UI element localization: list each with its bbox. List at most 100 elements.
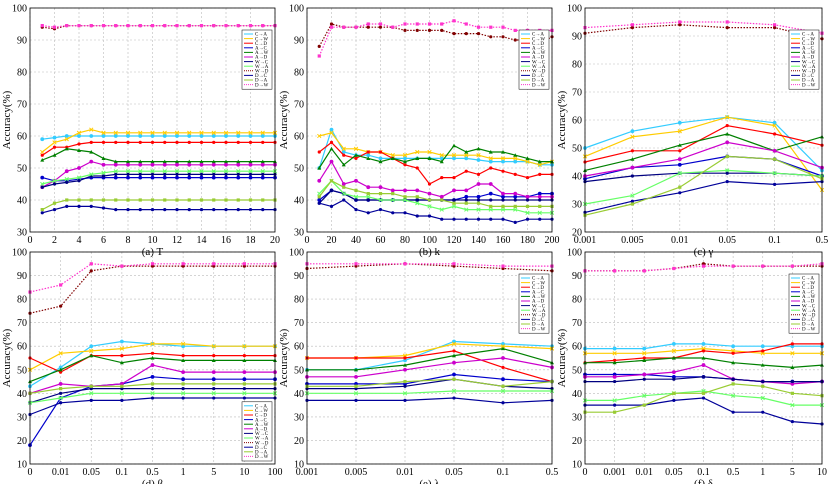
data-point-d-to-a bbox=[476, 201, 481, 205]
data-point-d-to-w bbox=[427, 22, 432, 26]
legend-entry-a-to-c: A→C bbox=[802, 47, 815, 52]
plot-frame bbox=[584, 251, 823, 465]
y-axis-label: Accuracy(%) bbox=[556, 90, 568, 149]
data-point-d-to-a bbox=[89, 198, 93, 202]
data-point-c-to-a bbox=[476, 158, 481, 162]
legend-entry-d-to-w: D→W bbox=[802, 327, 816, 332]
y-tick-label: 80 bbox=[572, 60, 582, 71]
data-point-d-to-a bbox=[701, 391, 706, 395]
data-point-d-to-c bbox=[236, 208, 240, 212]
data-point-c-to-d bbox=[452, 176, 456, 180]
data-point-d-to-a bbox=[452, 377, 456, 381]
data-point-a-to-w bbox=[630, 157, 635, 161]
x-tick-label: 0 bbox=[28, 467, 33, 478]
data-point-w-to-c bbox=[40, 185, 44, 189]
data-point-w-to-a bbox=[150, 391, 155, 396]
data-point-d-to-a bbox=[138, 198, 142, 202]
y-tick-label: 100 bbox=[289, 248, 304, 259]
data-point-d-to-c bbox=[773, 182, 777, 186]
legend-entry-w-to-a: W→A bbox=[802, 309, 816, 314]
data-point-d-to-w bbox=[224, 24, 228, 28]
y-tick-label: 30 bbox=[17, 412, 27, 423]
data-point-c-to-a bbox=[64, 134, 69, 138]
data-point-w-to-c bbox=[150, 387, 155, 391]
data-point-d-to-c bbox=[150, 396, 155, 400]
legend-entry-c-to-d: C→D bbox=[255, 414, 267, 419]
data-point-c-to-w bbox=[464, 153, 469, 158]
series-line-d-to-w bbox=[307, 263, 552, 267]
legend-entry-a-to-d: A→D bbox=[532, 56, 545, 61]
data-point-d-to-w bbox=[77, 24, 81, 28]
legend-entry-a-to-w: A→W bbox=[532, 295, 546, 300]
data-point-a-to-d bbox=[725, 140, 730, 145]
data-point-d-to-w bbox=[248, 24, 253, 28]
legend-entry-w-to-d: W→D bbox=[255, 441, 269, 446]
data-point-d-to-a bbox=[366, 192, 370, 196]
data-point-w-to-a bbox=[223, 169, 229, 174]
data-point-w-to-c bbox=[476, 198, 481, 202]
data-point-w-to-d bbox=[513, 38, 517, 42]
data-point-c-to-w bbox=[162, 130, 167, 135]
data-point-d-to-c bbox=[212, 208, 216, 212]
data-point-d-to-w bbox=[187, 24, 191, 28]
data-point-w-to-c bbox=[464, 198, 468, 202]
data-point-d-to-c bbox=[342, 198, 346, 202]
data-point-a-to-w bbox=[242, 358, 247, 362]
data-point-a-to-c bbox=[513, 194, 518, 199]
data-point-w-to-a bbox=[525, 210, 530, 215]
data-point-c-to-w bbox=[101, 130, 106, 135]
data-point-c-to-d bbox=[126, 140, 130, 144]
data-point-w-to-a bbox=[174, 169, 180, 174]
data-point-c-to-d bbox=[212, 354, 216, 358]
data-point-w-to-d bbox=[452, 31, 456, 36]
x-tick-label: 5 bbox=[790, 467, 795, 478]
y-axis-label: Accuracy(%) bbox=[556, 328, 568, 387]
x-tick-label: 0.1 bbox=[116, 467, 129, 478]
data-point-d-to-a bbox=[120, 384, 124, 388]
x-tick-label: 6 bbox=[101, 235, 106, 246]
data-point-a-to-w bbox=[119, 360, 124, 365]
data-point-d-to-c bbox=[415, 214, 419, 218]
data-point-d-to-c bbox=[317, 201, 321, 205]
data-point-c-to-a bbox=[501, 159, 505, 164]
y-axis-label: Accuracy(%) bbox=[1, 328, 13, 387]
data-point-d-to-w bbox=[476, 25, 481, 29]
data-point-c-to-a bbox=[175, 134, 179, 138]
data-point-c-to-a bbox=[341, 150, 346, 154]
data-point-a-to-d bbox=[464, 188, 469, 193]
series-line-d-to-a bbox=[584, 155, 823, 216]
legend-entry-c-to-d: C→D bbox=[802, 286, 814, 291]
data-point-a-to-d bbox=[150, 162, 155, 167]
x-tick-label: 0.05 bbox=[718, 235, 736, 246]
data-point-c-to-d bbox=[613, 358, 617, 362]
data-point-a-to-c bbox=[317, 198, 322, 202]
data-point-c-to-w bbox=[427, 149, 432, 155]
data-point-a-to-c bbox=[150, 175, 155, 180]
data-point-d-to-c bbox=[403, 398, 407, 402]
y-tick-label: 90 bbox=[17, 271, 27, 282]
series-line-w-to-a bbox=[307, 390, 552, 394]
plot-frame bbox=[306, 7, 553, 233]
data-point-c-to-w bbox=[730, 348, 736, 354]
data-point-w-to-a bbox=[211, 169, 216, 174]
data-point-c-to-w bbox=[500, 344, 506, 349]
panel-caption: (f) δ bbox=[694, 478, 713, 484]
series-line-d-to-c bbox=[307, 397, 553, 404]
data-point-w-to-c bbox=[354, 198, 358, 202]
data-point-d-to-w bbox=[175, 24, 179, 28]
data-point-d-to-c bbox=[761, 410, 765, 414]
data-point-a-to-w bbox=[701, 356, 706, 360]
data-point-d-to-w bbox=[163, 24, 167, 28]
data-point-d-to-a bbox=[725, 154, 729, 158]
data-point-w-to-d bbox=[501, 35, 505, 39]
data-point-a-to-d bbox=[77, 166, 81, 170]
data-point-a-to-w bbox=[612, 360, 617, 365]
data-point-c-to-w bbox=[790, 351, 795, 356]
data-point-c-to-a bbox=[677, 120, 682, 125]
x-tick-label: 0 bbox=[583, 467, 588, 478]
y-tick-label: 80 bbox=[572, 295, 582, 306]
y-tick-label: 20 bbox=[572, 228, 582, 239]
data-point-c-to-d bbox=[150, 351, 155, 355]
data-point-d-to-w bbox=[212, 24, 216, 28]
data-point-w-to-a bbox=[427, 204, 432, 209]
